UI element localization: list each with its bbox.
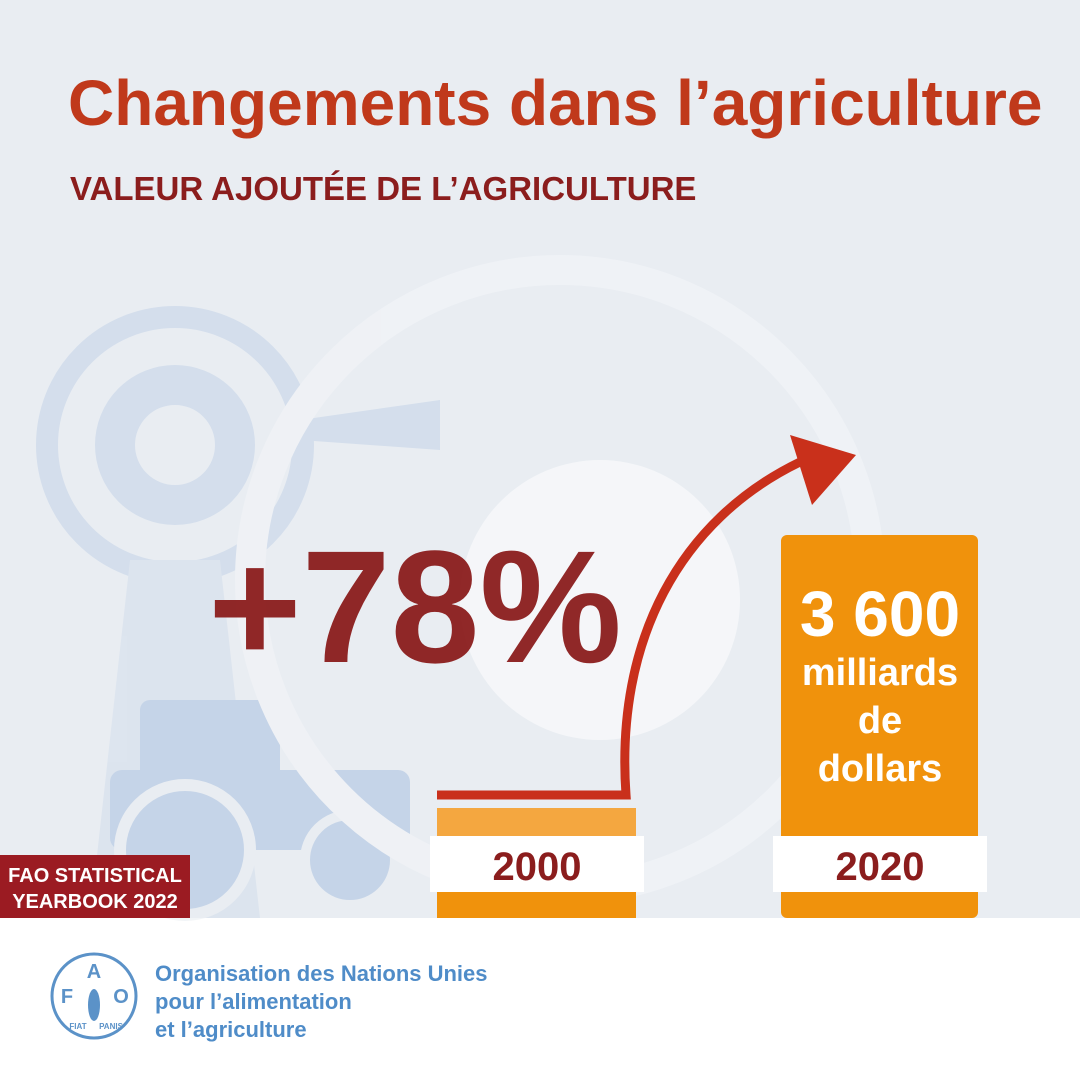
windmill-hub xyxy=(95,365,255,525)
organization: Organisation des Nations Unies xyxy=(155,961,488,986)
subtitle: VALEUR AJOUTÉE DE L’AGRICULTURE xyxy=(70,170,696,207)
value: 3 600 xyxy=(800,578,960,650)
tractor-cab xyxy=(140,700,280,790)
arrow xyxy=(437,457,802,800)
bar-2020 xyxy=(781,535,978,918)
logo-letter: F xyxy=(61,986,73,1008)
change: +78% xyxy=(208,517,622,696)
year: 2000 xyxy=(493,845,582,889)
badge-text: FAO STATISTICAL xyxy=(8,865,182,887)
year: 2020 xyxy=(836,845,925,889)
arrow-head xyxy=(790,435,856,505)
logo-letter: A xyxy=(87,961,101,983)
logo-ring xyxy=(50,952,138,1040)
title: Changements dans l’agriculture xyxy=(68,67,1042,139)
watermark-disc xyxy=(460,460,740,740)
unit: dollars xyxy=(818,748,943,790)
decoration xyxy=(36,255,885,921)
unit: milliards xyxy=(802,652,958,694)
logo-motto: FIAT xyxy=(69,1022,86,1031)
bar-top xyxy=(437,808,636,836)
footer-background xyxy=(0,918,1080,1080)
windmill-tail xyxy=(300,400,440,450)
logo-letter: O xyxy=(113,986,129,1008)
badge xyxy=(0,855,190,918)
unit: de xyxy=(858,700,902,742)
badge-text: YEARBOOK 2022 xyxy=(12,891,178,913)
year-box xyxy=(430,836,644,892)
organization: pour l’alimentation xyxy=(155,989,352,1014)
logo-wheat xyxy=(88,989,100,1021)
organization: et l’agriculture xyxy=(155,1017,307,1042)
logo-motto: PANIS xyxy=(99,1022,124,1031)
year-box xyxy=(773,836,987,892)
